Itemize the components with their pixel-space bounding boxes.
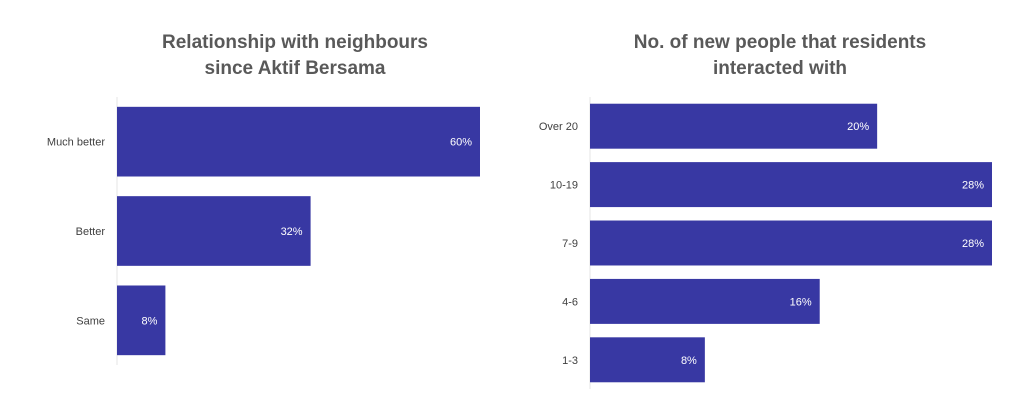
data-label: 8% xyxy=(141,315,157,327)
data-label: 60% xyxy=(450,137,472,149)
bar xyxy=(117,106,480,177)
bar xyxy=(117,196,311,266)
category-tick-label: Same xyxy=(76,315,105,327)
data-label: 32% xyxy=(281,226,303,238)
chart-title: No. of new people that residents interac… xyxy=(633,32,927,79)
category-tick-label: Better xyxy=(76,226,106,238)
category-tick-label: Much better xyxy=(47,137,105,149)
bar xyxy=(117,285,166,356)
chart-title: Relationship with neighbours since Aktif… xyxy=(162,32,428,79)
